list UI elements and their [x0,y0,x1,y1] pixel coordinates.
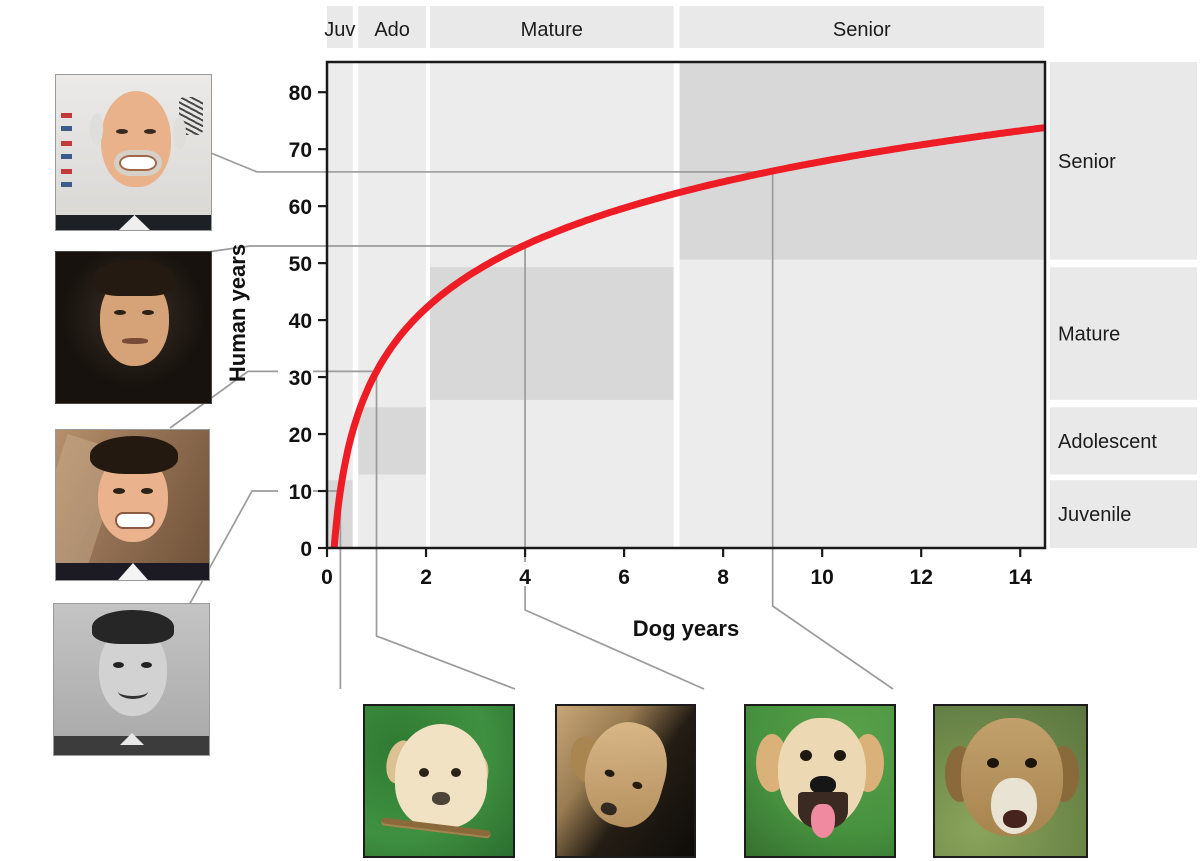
puppy-head [395,724,487,828]
photo-human-juvenile [53,603,210,756]
matched-stage-cell-senior [679,62,1045,260]
dog-to-human-age-curve [330,124,1045,548]
tick-label-bg [1008,562,1033,586]
photo-human-adult [55,429,210,581]
dog-stage-label-mature: Mature [521,19,583,41]
x-axis-title: Dog years [632,616,740,641]
adult-dog-nose [810,776,836,794]
x-tick-label-4: 4 [519,566,531,589]
human-stage-band-juvenile [1050,480,1197,548]
backdrop-logo-scribble [179,97,203,135]
x-tick-label-12: 12 [910,566,933,589]
matched-stage-cell-ado [358,407,427,475]
tick-label-bg [810,562,835,586]
y-tick-label-60: 60 [289,196,312,219]
tick-label-bg [612,562,637,586]
connector-human-age-31 [169,370,377,429]
dog-stage-label-juv: Juv [324,19,355,41]
dog-stage-label-ado: Ado [374,19,410,41]
dog-stage-label-senior: Senior [833,19,891,41]
tick-label-bg [278,366,313,389]
tick-label-bg [513,562,538,586]
tick-label-bg [278,309,313,332]
x-tick-label-8: 8 [717,566,729,589]
y-tick-label-0: 0 [300,538,312,561]
tick-label-bg [414,562,439,586]
tick-label-bg [315,562,339,586]
y-tick-label-50: 50 [289,253,312,276]
y-tick-label-30: 30 [289,367,312,390]
matched-stage-cell-mature [429,267,674,400]
tick-label-bg [278,537,313,559]
y-axis-title: Human years [225,243,250,383]
dog-stage-band-mature [429,6,674,48]
boy-sweater [54,736,209,755]
young-dog-head [572,712,678,836]
human-stage-label-mature: Mature [1058,323,1120,345]
mature-man-hair [94,260,175,296]
tick-label-bg [909,562,934,586]
y-tick-label-40: 40 [289,310,312,333]
photo-dog-adolescent [555,704,696,858]
dog-stage-band-juv [327,6,353,48]
x-tick-label-14: 14 [1009,566,1033,589]
human-stage-label-senior: Senior [1058,151,1116,173]
tick-label-bg [278,81,313,104]
stage-gap-vertical [673,62,680,548]
human-stage-label-adolescent: Adolescent [1058,431,1157,453]
tick-label-bg [278,195,313,218]
photo-dog-senior [933,704,1088,858]
backdrop-marks [61,113,72,193]
senior-man-gray-hair [90,113,103,145]
x-tick-label-10: 10 [810,566,833,589]
connector-dog-age-4 [524,246,705,690]
adult-dog-tongue [811,804,835,838]
photo-human-mature [55,251,212,404]
dog-stage-band-senior [679,6,1045,48]
human-stage-band-adolescent [1050,407,1197,475]
human-stage-label-juvenile: Juvenile [1058,504,1131,526]
boy-hair [92,610,174,644]
y-tick-label-10: 10 [289,481,312,504]
x-tick-label-0: 0 [321,566,333,589]
y-tick-label-70: 70 [289,139,312,162]
stage-gap-vertical [352,62,359,548]
tick-label-bg [278,480,313,503]
photo-dog-puppy [363,704,515,858]
y-tick-label-20: 20 [289,424,312,447]
senior-man-face [101,91,171,187]
x-tick-label-2: 2 [420,566,432,589]
photo-human-senior [55,74,212,231]
senior-dog-nose [1003,810,1027,828]
tick-label-bg [711,562,736,586]
tick-label-bg [278,423,313,446]
human-stage-band-mature [1050,267,1197,400]
connector-dog-age-1 [375,371,516,690]
tick-label-bg [278,138,313,161]
tick-label-bg [278,252,313,275]
young-man-hair [90,436,178,474]
photo-dog-mature [744,704,896,858]
x-tick-label-6: 6 [618,566,630,589]
dog-stage-band-ado [358,6,427,48]
connector-dog-age-9 [771,171,894,690]
y-tick-label-80: 80 [289,82,312,105]
human-stage-band-senior [1050,62,1197,260]
plot-border [325,60,1047,550]
